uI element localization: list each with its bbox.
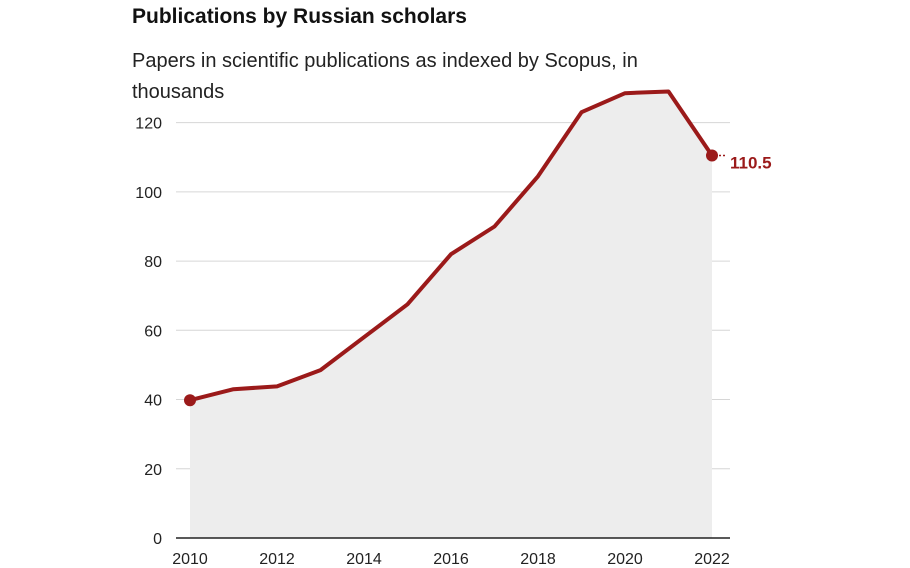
x-tick-label: 2020 [607, 551, 643, 568]
x-tick-label: 2018 [520, 551, 556, 568]
y-axis-tick-labels: 0 20 40 60 80 100 120 [135, 116, 162, 548]
y-tick-label: 60 [144, 323, 162, 340]
chart-title: Publications by Russian scholars [132, 5, 467, 28]
area-fill [190, 91, 712, 538]
y-tick-label: 120 [135, 116, 162, 133]
chart-subtitle: Papers in scientific publications as ind… [132, 50, 638, 103]
start-point [184, 394, 196, 407]
series-line [188, 89, 714, 403]
x-tick-label: 2014 [346, 551, 382, 568]
x-tick-label: 2022 [694, 551, 730, 568]
y-tick-label: 20 [144, 462, 162, 479]
y-tick-label: 40 [144, 393, 162, 410]
x-tick-label: 2012 [259, 551, 295, 568]
end-point [706, 149, 718, 162]
y-tick-label: 100 [135, 185, 162, 202]
y-tick-label: 80 [144, 254, 162, 271]
y-tick-label: 0 [153, 531, 162, 548]
series-endpoints [184, 149, 726, 407]
x-tick-label: 2010 [172, 551, 208, 568]
x-tick-label: 2016 [433, 551, 469, 568]
x-axis-tick-labels: 2010 2012 2014 2016 2018 2020 2022 [172, 551, 730, 568]
end-value-label: 110.5 [730, 154, 772, 173]
